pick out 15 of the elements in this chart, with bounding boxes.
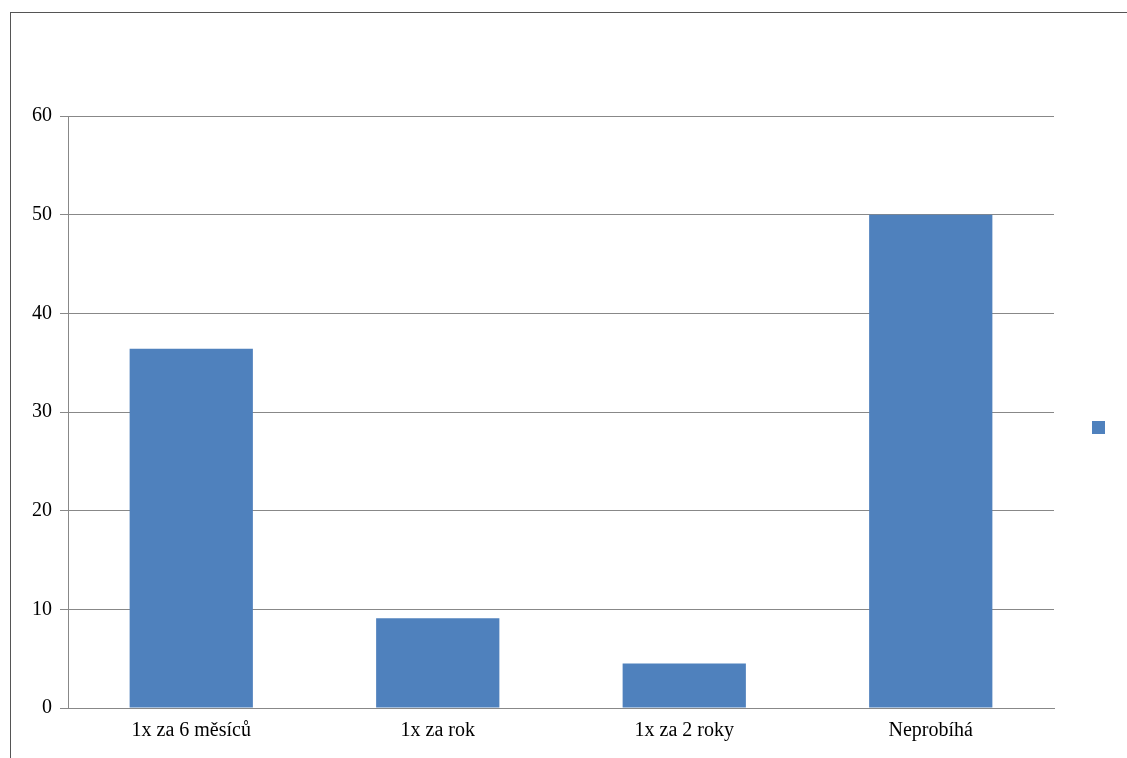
bar (129, 348, 253, 708)
x-tick-label: 1x za 2 roky (634, 718, 734, 742)
y-tick-label: 0 (42, 695, 52, 718)
y-tick-label: 30 (32, 399, 52, 422)
y-tick-label: 60 (32, 103, 52, 126)
x-tick-label: Neprobíhá (888, 718, 974, 742)
bar (869, 214, 993, 708)
bar (376, 618, 500, 708)
bar (622, 663, 746, 708)
x-tick-label: 1x za 6 měsíců (131, 718, 251, 741)
y-tick-label: 10 (32, 596, 52, 619)
y-tick-label: 50 (32, 201, 52, 224)
y-tick-label: 20 (32, 497, 52, 520)
x-tick-label: 1x za rok (400, 718, 475, 741)
y-tick-label: 40 (32, 300, 52, 323)
